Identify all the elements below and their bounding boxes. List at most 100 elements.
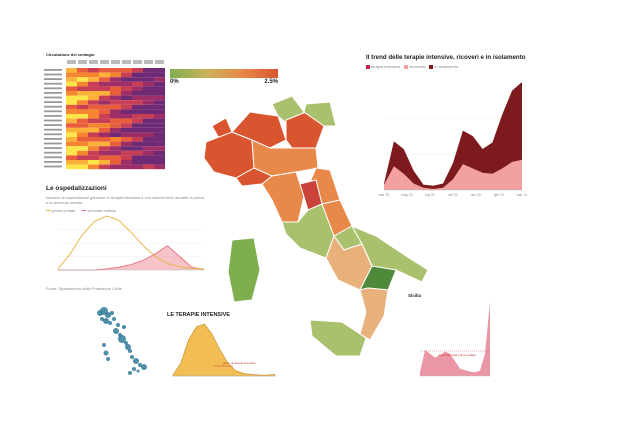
heatmap-cell [99, 72, 110, 78]
heatmap-row-label [44, 87, 62, 90]
heatmap-cell [121, 114, 132, 119]
heatmap-cell [77, 114, 88, 119]
heatmap-cell [110, 100, 121, 105]
heatmap-cell [88, 104, 99, 110]
heatmap-cell [121, 109, 132, 114]
heatmap-cell [121, 150, 132, 156]
heatmap-cell [154, 72, 165, 78]
heatmap-cell [132, 141, 143, 147]
heatmap-row-label [44, 78, 62, 80]
heatmap-cell [77, 104, 88, 110]
heatmap-row-label [44, 73, 62, 76]
region-calabria [359, 287, 389, 341]
terapie-title: LE TERAPIE INTENSIVE [167, 312, 230, 318]
heatmap-cell [121, 160, 132, 165]
heatmap-cell [110, 137, 121, 142]
bubble-point [138, 363, 142, 367]
heatmap-cell [77, 68, 88, 73]
heatmap-row-label [44, 128, 62, 131]
heatmap-cell [110, 160, 121, 165]
heatmap-cell [132, 137, 143, 142]
heatmap-cell [154, 137, 165, 142]
heatmap-cell [121, 123, 132, 128]
heatmap-col-label [122, 60, 131, 64]
heatmap-row-label [44, 119, 62, 122]
heatmap-cell [121, 127, 132, 133]
heatmap-cell [154, 127, 165, 133]
heatmap-cell [77, 91, 88, 96]
bubble-point [124, 341, 128, 345]
heatmap-cell [99, 132, 110, 137]
heatmap-cell [99, 104, 110, 110]
heatmap-cell [154, 150, 165, 156]
osped-card: Le ospedalizzazioni Numero di ospedalizz… [42, 183, 210, 293]
heatmap-cell [66, 77, 77, 82]
region-sardegna [227, 237, 261, 303]
heatmap-cell [121, 95, 132, 101]
heatmap-cell [110, 155, 121, 160]
heatmap-cell [110, 127, 121, 133]
heatmap-cell [143, 141, 154, 147]
heatmap-cell [110, 114, 121, 119]
heatmap-cell [154, 155, 165, 160]
heatmap-cell [66, 146, 77, 151]
heatmap-cell [110, 91, 121, 96]
heatmap-cell [88, 114, 99, 119]
heatmap-cell [132, 100, 143, 105]
heatmap-cell [121, 77, 132, 82]
heatmap-col-label [155, 60, 164, 64]
heatmap-cell [77, 72, 88, 78]
region-puglia [350, 224, 429, 283]
heatmap-cell [88, 137, 99, 142]
heatmap-cell [143, 160, 154, 165]
region-molise [333, 225, 363, 251]
heatmap-cell [66, 100, 77, 105]
trend-x-tick: nov '20 [471, 193, 481, 197]
terapie-chart: picco di terapie intensive [172, 323, 276, 377]
heatmap-row-label [44, 69, 62, 71]
heatmap-cell [77, 100, 88, 105]
heatmap-row-label [44, 115, 62, 117]
osped-legend-item: prima ondata [46, 208, 75, 213]
heatmap-cell [143, 123, 154, 128]
bubble-point [103, 318, 109, 324]
heatmap-cell [99, 77, 110, 82]
trend-title: Il trend delle terapie intensive, ricove… [366, 54, 526, 61]
heatmap-cell [110, 141, 121, 147]
heatmap-cell [154, 86, 165, 91]
heatmap-row-label [44, 151, 62, 154]
heatmap-cell [99, 118, 110, 124]
heatmap-col-label [111, 60, 120, 64]
heatmap-cell [143, 146, 154, 151]
sicilia-card: Sicilia ricoverati nella prima ondata [404, 290, 494, 390]
trend-legend-item: in isolamento [429, 64, 458, 69]
bubble-point [105, 312, 111, 318]
terapie-annotation: picco di terapie intensive [223, 361, 256, 365]
sicilia-area [420, 302, 490, 376]
region-marche [303, 167, 341, 205]
heatmap-row-label [44, 101, 62, 103]
sicilia-title: Sicilia [408, 293, 422, 298]
heatmap-row-label [44, 156, 62, 159]
heatmap-cell [77, 137, 88, 142]
trend-x-tick: lug '20 [425, 193, 435, 197]
bubble-point [130, 355, 134, 359]
heatmap-cell [88, 123, 99, 128]
heatmap-cell [132, 160, 143, 165]
heatmap-cell [132, 127, 143, 133]
heatmap-cell [88, 81, 99, 87]
region-sicilia [309, 319, 367, 357]
heatmap-cell [99, 141, 110, 147]
trend-card: Il trend delle terapie intensive, ricove… [362, 52, 530, 212]
heatmap-cell [77, 81, 88, 87]
heatmap-cell [66, 109, 77, 114]
heatmap-cell [143, 72, 154, 78]
heatmap-cell [99, 81, 110, 87]
heatmap-cell [77, 155, 88, 160]
heatmap-cell [77, 86, 88, 91]
heatmap-cell [154, 104, 165, 110]
heatmap-cell [66, 118, 77, 124]
heatmap-cell [88, 164, 99, 170]
region-valle-aosta [211, 117, 233, 141]
heatmap-cell [77, 109, 88, 114]
